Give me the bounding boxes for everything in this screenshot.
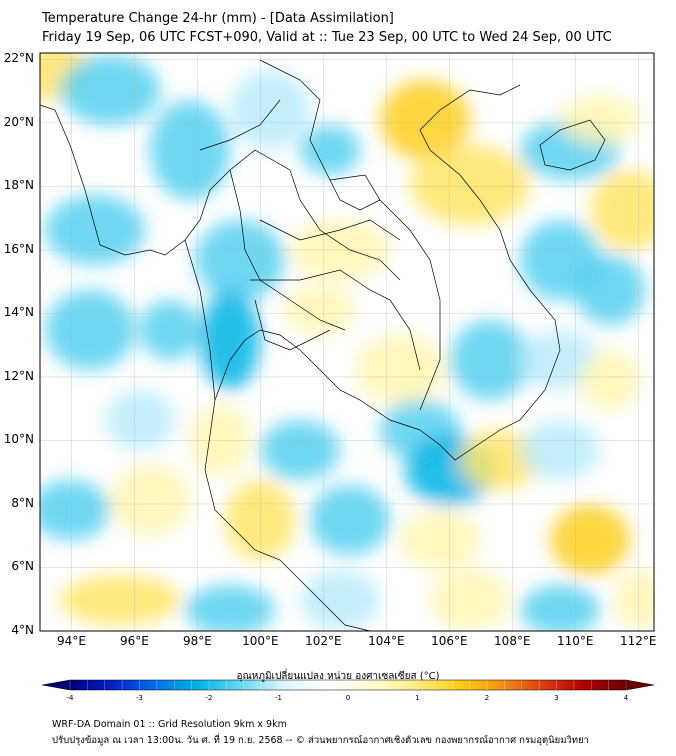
lon-tick-label: 96°E <box>120 634 149 648</box>
colorbar-tick-label: 1 <box>415 694 420 702</box>
lon-tick-label: 94°E <box>57 634 86 648</box>
field-blob <box>575 255 645 325</box>
field-blob <box>285 285 355 335</box>
lon-tick-label: 110°E <box>557 634 594 648</box>
boundary-line <box>539 119 606 171</box>
colorbar-tick-label: 0 <box>345 694 351 702</box>
footer-credit: ปรับปรุงข้อมูล ณ เวลา 13:00น. วัน ศ. ที่… <box>52 735 589 746</box>
field-blob <box>200 290 260 390</box>
colorbar-tick-label: 4 <box>623 694 629 702</box>
field-blob <box>560 95 640 145</box>
field-blob <box>300 125 360 175</box>
field-blob <box>45 195 145 265</box>
map-title: Temperature Change 24-hr (mm) - [Data As… <box>42 11 394 26</box>
colorbar-tick-label: -4 <box>66 694 74 702</box>
colorbar-tick-label: 2 <box>484 694 490 702</box>
field-blob <box>520 420 600 480</box>
lat-tick-label: 14°N <box>3 305 34 320</box>
footer-model-info: WRF-DA Domain 01 :: Grid Resolution 9km … <box>52 719 287 730</box>
colorbar <box>41 679 655 691</box>
boundary-line <box>250 269 421 371</box>
field-blob <box>110 465 190 535</box>
lat-tick-label: 8°N <box>11 495 34 510</box>
boundary-line <box>199 99 281 151</box>
boundary-line <box>419 84 561 461</box>
colorbar-label: อุณหภูมิเปลี่ยนแปลง หน่วย องศาเซลเซียส (… <box>236 671 440 682</box>
field-blob <box>40 480 110 540</box>
lat-tick-label: 12°N <box>3 368 34 383</box>
boundary-line <box>184 149 401 281</box>
boundary-line <box>40 104 186 256</box>
field-blob <box>225 480 295 560</box>
lon-tick-label: 102°E <box>305 634 342 648</box>
field-blob <box>615 570 654 630</box>
colorbar-tick-label: -3 <box>136 694 143 702</box>
field-blob <box>140 300 200 360</box>
field-blob <box>355 335 445 405</box>
field-blob <box>60 575 180 625</box>
lat-tick-label: 22°N <box>3 51 34 66</box>
boundary-line <box>259 219 401 241</box>
lat-tick-label: 10°N <box>3 432 34 447</box>
field-blob <box>520 330 600 390</box>
field-blob <box>520 585 600 631</box>
field-blob <box>105 390 175 450</box>
boundary-line <box>254 299 331 351</box>
field-blob <box>190 405 250 475</box>
field-blob <box>260 420 340 480</box>
colorbar-tick-label: 3 <box>554 694 559 702</box>
boundary-line <box>184 239 371 631</box>
lat-tick-label: 20°N <box>3 114 34 129</box>
field-blob <box>590 170 654 250</box>
field-blob <box>550 505 630 575</box>
field-blob <box>150 100 230 200</box>
lat-tick-label: 6°N <box>11 559 34 574</box>
lon-tick-label: 104°E <box>368 634 405 648</box>
field-blob <box>580 350 640 410</box>
lon-tick-label: 98°E <box>182 634 212 648</box>
lon-tick-label: 112°E <box>620 634 657 648</box>
field-blob <box>60 55 160 125</box>
lat-tick-label: 16°N <box>3 241 34 256</box>
lat-tick-label: 4°N <box>11 623 34 637</box>
field-blob <box>310 485 390 555</box>
field-blob <box>380 80 470 160</box>
field-blob <box>230 70 310 150</box>
field-blob <box>410 145 530 225</box>
lat-tick-label: 18°N <box>3 178 34 193</box>
lon-tick-label: 106°E <box>431 634 468 648</box>
colorbar-tick-label: -1 <box>275 694 282 702</box>
coastlines-and-borders <box>40 59 606 631</box>
boundary-line <box>259 59 441 411</box>
boundary-line <box>214 329 421 431</box>
field-blob <box>45 290 135 370</box>
colorbar-tick-label: -2 <box>205 694 213 702</box>
map-subtitle: Friday 19 Sep, 06 UTC FCST+090, Valid at… <box>42 30 612 45</box>
boundary-line <box>329 179 381 211</box>
field-blob <box>300 570 380 630</box>
map-frame <box>39 52 655 632</box>
lon-tick-label: 100°E <box>242 634 279 648</box>
field-blob <box>450 320 530 400</box>
field-blob <box>460 430 540 490</box>
field-blob <box>400 510 480 570</box>
field-blob <box>430 570 510 630</box>
temperature-field <box>40 53 654 631</box>
lon-tick-label: 108°E <box>494 634 531 648</box>
field-blob <box>185 585 275 631</box>
graticule <box>40 53 654 631</box>
